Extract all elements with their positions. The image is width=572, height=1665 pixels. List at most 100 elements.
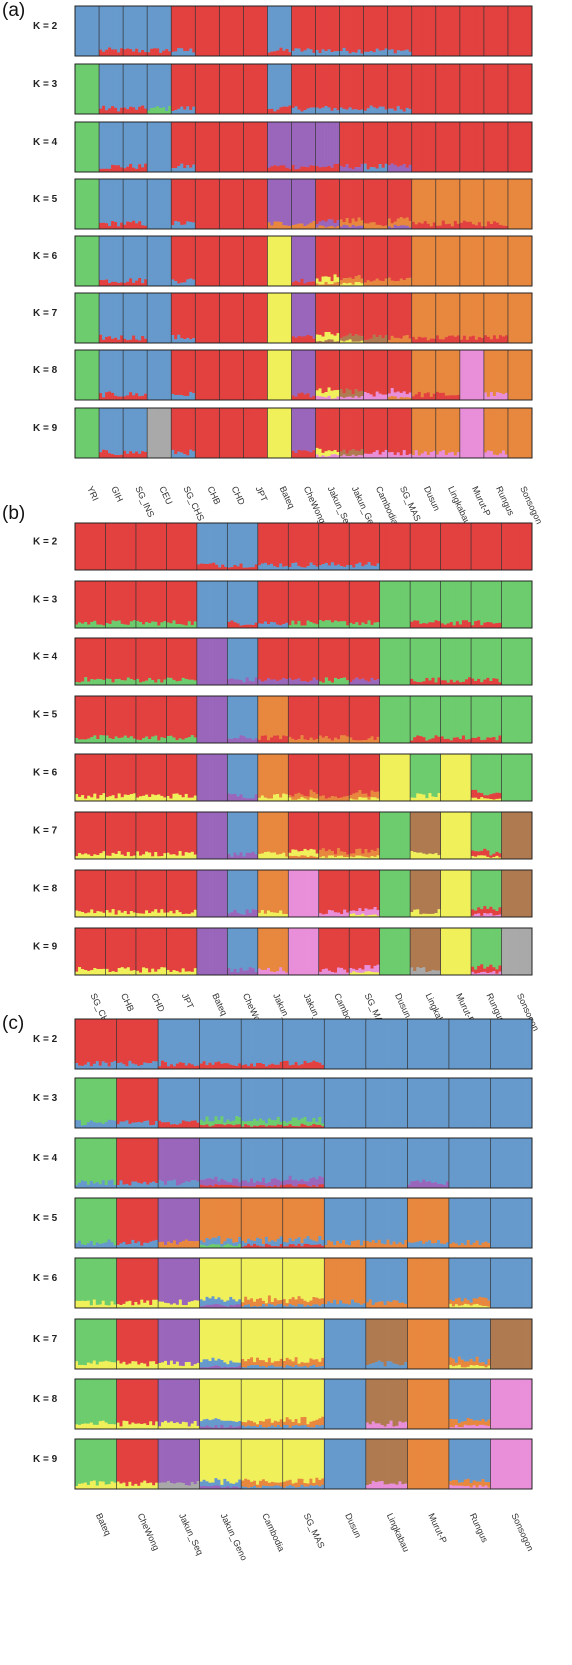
ancestry-bar	[349, 696, 353, 738]
population-block	[470, 870, 502, 918]
ancestry-bar	[429, 122, 434, 173]
ancestry-bar	[87, 928, 91, 972]
ancestry-bar	[108, 47, 112, 57]
ancestry-bar	[221, 638, 225, 686]
ancestry-bar	[205, 1065, 209, 1070]
ancestry-bar	[198, 350, 202, 401]
ancestry-bar	[361, 740, 365, 744]
ancestry-bar	[315, 738, 320, 744]
ancestry-bar	[357, 217, 361, 226]
ancestry-bar	[288, 1065, 292, 1070]
ancestry-bar	[129, 696, 134, 737]
ancestry-bar	[366, 122, 370, 170]
ancestry-bar	[423, 350, 428, 394]
ancestry-bar	[166, 696, 170, 737]
population-block	[226, 870, 259, 918]
ancestry-bar	[150, 179, 154, 230]
ancestry-bar	[414, 293, 419, 340]
ancestry-bar	[258, 408, 262, 459]
ancestry-bar	[237, 179, 241, 230]
ancestry-bar	[102, 735, 106, 744]
ancestry-bar	[212, 523, 216, 563]
ancestry-bar	[489, 794, 493, 800]
ancestry-bar	[248, 624, 253, 629]
ancestry-bar	[303, 408, 307, 451]
ancestry-bar	[270, 51, 274, 57]
ancestry-bar	[160, 638, 164, 683]
population-block	[75, 638, 106, 686]
ancestry-bar	[327, 970, 332, 976]
ancestry-bar	[349, 798, 353, 802]
ancestry-bar	[437, 812, 441, 856]
ancestry-bar	[519, 812, 524, 860]
ancestry-bar	[390, 350, 395, 389]
ancestry-bar	[198, 293, 202, 344]
ancestry-bar	[288, 581, 292, 626]
ancestry-bar	[358, 625, 362, 629]
ancestry-bar	[419, 523, 423, 571]
ancestry-bar	[352, 870, 356, 911]
ancestry-bar	[437, 523, 441, 571]
population-block	[387, 6, 413, 57]
ancestry-bar	[474, 225, 479, 230]
ancestry-bar	[471, 6, 476, 57]
ancestry-bar	[351, 51, 355, 57]
ancestry-bar	[360, 408, 364, 450]
k-label: K = 2	[33, 537, 58, 548]
ancestry-bar	[318, 64, 322, 109]
ancestry-bar	[105, 279, 109, 287]
ancestry-bar	[438, 350, 443, 394]
ancestry-bar	[444, 350, 449, 396]
ancestry-bar	[477, 350, 482, 401]
ancestry-bar	[254, 581, 259, 623]
ancestry-bar	[132, 236, 136, 284]
ancestry-bar	[90, 754, 94, 798]
ancestry-bar	[434, 581, 438, 621]
ancestry-bar	[132, 696, 137, 739]
ancestry-bar	[303, 798, 307, 802]
ancestry-bar	[522, 581, 527, 629]
ancestry-bar	[366, 408, 370, 455]
ancestry-bar	[411, 221, 416, 230]
population-block	[348, 812, 381, 860]
ancestry-bar	[480, 909, 484, 916]
ancestry-bar	[213, 6, 217, 57]
ancestry-bar	[186, 221, 190, 230]
ancestry-bar	[516, 638, 521, 686]
ancestry-bar	[202, 812, 207, 860]
ancestry-bar	[165, 122, 169, 173]
ancestry-bar	[408, 6, 413, 52]
ancestry-bar	[360, 391, 364, 397]
ancestry-bar	[342, 47, 346, 57]
ancestry-bar	[324, 6, 328, 52]
population-block	[323, 1019, 367, 1070]
population-block	[409, 523, 441, 571]
ancestry-bar	[468, 581, 472, 623]
ancestry-bar	[178, 738, 182, 744]
ancestry-bar	[285, 679, 289, 686]
ancestry-bar	[126, 737, 131, 744]
ancestry-bar	[175, 523, 179, 571]
ancestry-bar	[257, 623, 262, 629]
ancestry-bar	[102, 638, 106, 681]
population-block	[75, 870, 106, 918]
ancestry-bar	[157, 523, 161, 571]
ancestry-bar	[111, 523, 115, 571]
ancestry-bar	[495, 293, 500, 339]
ancestry-bar	[492, 799, 496, 802]
ancestry-bar	[413, 581, 417, 621]
ancestry-bar	[507, 293, 512, 344]
ancestry-bar	[495, 236, 500, 287]
ancestry-bar	[402, 450, 407, 459]
ancestry-bar	[396, 6, 401, 51]
ancestry-bar	[264, 236, 268, 287]
ancestry-bar	[393, 454, 398, 459]
ancestry-bar	[492, 293, 497, 336]
ancestry-bar	[318, 857, 323, 860]
population-block	[387, 179, 413, 230]
ancestry-bar	[480, 6, 485, 57]
ancestry-bar	[251, 681, 256, 686]
ancestry-bar	[407, 523, 411, 571]
ancestry-bar	[480, 964, 484, 973]
ancestry-bar	[84, 812, 88, 854]
